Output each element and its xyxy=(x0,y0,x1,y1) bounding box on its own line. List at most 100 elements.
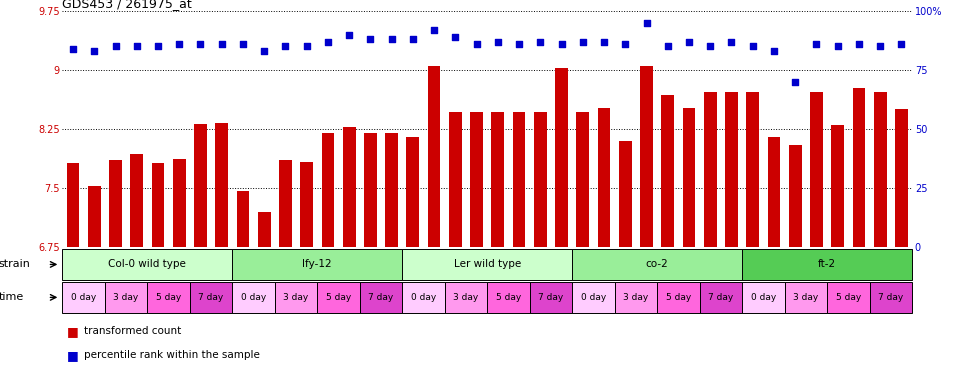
Text: 5 day: 5 day xyxy=(495,293,521,302)
Text: ■: ■ xyxy=(67,349,83,362)
Bar xyxy=(810,92,823,247)
Point xyxy=(512,41,527,47)
Text: 0 day: 0 day xyxy=(581,293,606,302)
Bar xyxy=(131,154,143,247)
Bar xyxy=(300,162,313,247)
Bar xyxy=(449,112,462,247)
Bar xyxy=(317,282,360,313)
Bar xyxy=(62,249,232,280)
Point xyxy=(852,41,867,47)
Bar xyxy=(614,282,657,313)
Bar xyxy=(700,282,742,313)
Point xyxy=(108,44,123,49)
Bar xyxy=(360,282,402,313)
Point xyxy=(426,27,442,33)
Point xyxy=(256,48,272,54)
Bar xyxy=(343,127,355,247)
Text: strain: strain xyxy=(0,259,31,269)
Bar xyxy=(279,161,292,247)
Text: percentile rank within the sample: percentile rank within the sample xyxy=(84,350,260,360)
Text: 5 day: 5 day xyxy=(325,293,351,302)
Point xyxy=(808,41,824,47)
Text: 7 day: 7 day xyxy=(369,293,394,302)
Text: co-2: co-2 xyxy=(646,259,668,269)
Point xyxy=(342,32,357,38)
Bar xyxy=(768,137,780,247)
Bar xyxy=(470,112,483,247)
Text: ■: ■ xyxy=(67,325,83,338)
Text: GDS453 / 261975_at: GDS453 / 261975_at xyxy=(62,0,192,10)
Point xyxy=(363,36,378,42)
Bar xyxy=(598,108,611,247)
Bar xyxy=(492,112,504,247)
Point xyxy=(660,44,676,49)
Bar xyxy=(488,282,530,313)
Text: lfy-12: lfy-12 xyxy=(302,259,332,269)
Text: time: time xyxy=(0,292,24,302)
Point xyxy=(638,20,654,26)
Bar xyxy=(109,161,122,247)
Bar xyxy=(215,123,228,247)
Point xyxy=(65,46,81,52)
Point xyxy=(703,44,718,49)
Bar xyxy=(190,282,232,313)
Bar xyxy=(428,66,441,247)
Point xyxy=(86,48,102,54)
Bar xyxy=(746,92,759,247)
Bar xyxy=(105,282,148,313)
Point xyxy=(447,34,463,40)
Bar xyxy=(683,108,695,247)
Bar xyxy=(444,282,488,313)
Bar xyxy=(572,249,742,280)
Text: 0 day: 0 day xyxy=(411,293,436,302)
Point xyxy=(873,44,888,49)
Bar xyxy=(874,92,886,247)
Bar xyxy=(232,282,275,313)
Bar xyxy=(66,163,80,247)
Bar xyxy=(194,124,206,247)
Text: 3 day: 3 day xyxy=(623,293,649,302)
Bar xyxy=(784,282,828,313)
Point xyxy=(787,79,803,85)
Point xyxy=(172,41,187,47)
Bar xyxy=(534,112,546,247)
Bar xyxy=(385,133,398,247)
Point xyxy=(214,41,229,47)
Bar xyxy=(406,137,420,247)
Text: 3 day: 3 day xyxy=(453,293,479,302)
Bar xyxy=(236,191,250,247)
Bar xyxy=(895,109,908,247)
Point xyxy=(894,41,909,47)
Text: 7 day: 7 day xyxy=(199,293,224,302)
Bar xyxy=(572,282,614,313)
Text: 7 day: 7 day xyxy=(708,293,733,302)
Bar xyxy=(657,282,700,313)
Text: ft-2: ft-2 xyxy=(818,259,836,269)
Text: Ler wild type: Ler wild type xyxy=(453,259,521,269)
Bar xyxy=(258,212,271,247)
Text: 5 day: 5 day xyxy=(665,293,691,302)
Point xyxy=(321,39,336,45)
Bar xyxy=(828,282,870,313)
Point xyxy=(491,39,506,45)
Text: 5 day: 5 day xyxy=(156,293,181,302)
Bar xyxy=(661,95,674,247)
Point xyxy=(617,41,633,47)
Bar xyxy=(725,92,738,247)
Text: 3 day: 3 day xyxy=(793,293,819,302)
Bar xyxy=(789,145,802,247)
Text: 0 day: 0 day xyxy=(241,293,266,302)
Bar xyxy=(870,282,912,313)
Point xyxy=(193,41,208,47)
Point xyxy=(235,41,251,47)
Text: Col-0 wild type: Col-0 wild type xyxy=(108,259,186,269)
Text: 3 day: 3 day xyxy=(283,293,309,302)
Bar xyxy=(173,159,185,247)
Point xyxy=(129,44,144,49)
Bar xyxy=(148,282,190,313)
Bar xyxy=(831,125,844,247)
Bar xyxy=(742,249,912,280)
Bar xyxy=(62,282,105,313)
Bar xyxy=(513,112,525,247)
Point xyxy=(554,41,569,47)
